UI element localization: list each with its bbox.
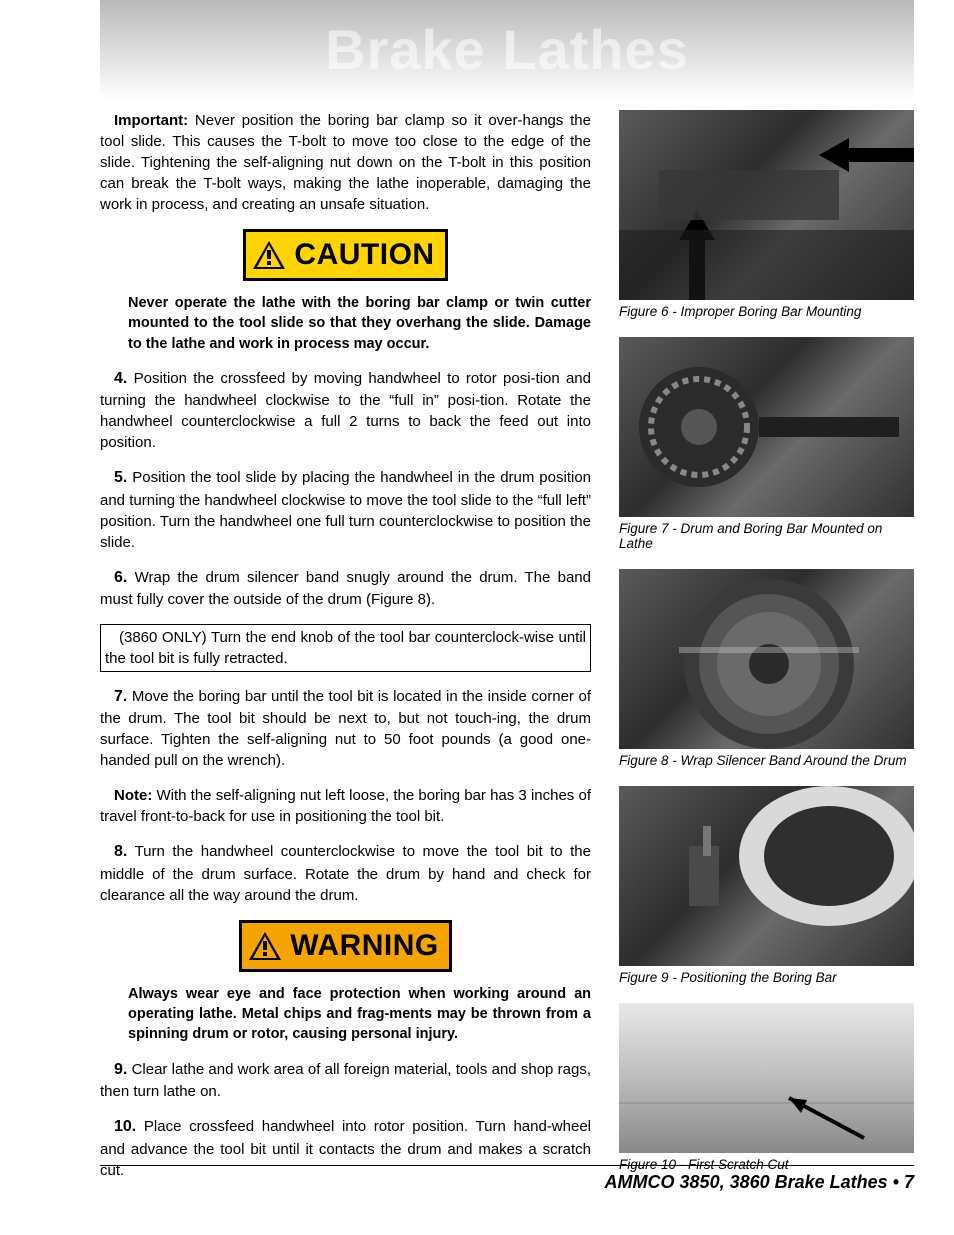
figure-6: Figure 6 - Improper Boring Bar Mounting xyxy=(619,110,914,319)
warning-label: WARNING xyxy=(290,925,439,967)
figure-8: Figure 8 - Wrap Silencer Band Around the… xyxy=(619,569,914,768)
step-6: 6. Wrap the drum silencer band snugly ar… xyxy=(100,567,591,610)
step-4-num: 4. xyxy=(114,370,127,387)
step-8-text: Turn the handwheel counterclockwise to m… xyxy=(100,843,591,903)
figure-column: Figure 6 - Improper Boring Bar Mounting … xyxy=(619,100,914,1195)
step-7: 7. Move the boring bar until the tool bi… xyxy=(100,686,591,771)
caution-sign-wrap: CAUTION xyxy=(100,229,591,281)
step-5-text: Position the tool slide by placing the h… xyxy=(100,469,591,550)
figure-6-image xyxy=(619,110,914,300)
step-7-text: Move the boring bar until the tool bit i… xyxy=(100,688,591,769)
figure-10: Figure 10 - First Scratch Cut xyxy=(619,1003,914,1172)
text-column: Important: Never position the boring bar… xyxy=(100,100,591,1195)
figure-7-overlay-icon xyxy=(619,337,914,517)
warning-triangle-icon xyxy=(252,240,286,270)
step-7-num: 7. xyxy=(114,688,127,705)
warning-sign: WARNING xyxy=(239,920,452,972)
caution-label: CAUTION xyxy=(294,234,434,276)
step-9: 9. Clear lathe and work area of all fore… xyxy=(100,1059,591,1102)
important-paragraph: Important: Never position the boring bar… xyxy=(100,110,591,215)
page: Brake Lathes Important: Never position t… xyxy=(0,0,954,1235)
step-4-text: Position the crossfeed by moving handwhe… xyxy=(100,370,591,451)
step-4: 4. Position the crossfeed by moving hand… xyxy=(100,368,591,453)
step-6-text: Wrap the drum silencer band snugly aroun… xyxy=(100,569,591,608)
caution-text: Never operate the lathe with the boring … xyxy=(128,293,591,354)
step-8-num: 8. xyxy=(114,843,127,860)
figure-7-caption: Figure 7 - Drum and Boring Bar Mounted o… xyxy=(619,521,914,551)
step-6-num: 6. xyxy=(114,569,127,586)
step-5: 5. Position the tool slide by placing th… xyxy=(100,467,591,552)
warning-text: Always wear eye and face protection when… xyxy=(128,984,591,1045)
note-lead: Note: xyxy=(114,787,152,804)
caution-sign: CAUTION xyxy=(243,229,447,281)
model-only-note: (3860 ONLY) Turn the end knob of the too… xyxy=(100,624,591,672)
step-9-num: 9. xyxy=(114,1061,127,1078)
figure-7: Figure 7 - Drum and Boring Bar Mounted o… xyxy=(619,337,914,551)
figure-6-arrows-icon xyxy=(619,110,914,300)
step-10-num: 10. xyxy=(114,1118,136,1135)
important-lead: Important: xyxy=(114,112,188,129)
figure-7-image xyxy=(619,337,914,517)
page-footer: AMMCO 3850, 3860 Brake Lathes • 7 xyxy=(100,1165,914,1193)
note-paragraph: Note: With the self-aligning nut left lo… xyxy=(100,785,591,827)
figure-10-arrow-icon xyxy=(619,1003,914,1153)
step-9-text: Clear lathe and work area of all foreign… xyxy=(100,1061,591,1100)
step-5-num: 5. xyxy=(114,469,127,486)
note-text: With the self-aligning nut left loose, t… xyxy=(100,787,591,825)
figure-9-image xyxy=(619,786,914,966)
content: Important: Never position the boring bar… xyxy=(0,100,954,1195)
figure-10-image xyxy=(619,1003,914,1153)
figure-9-caption: Figure 9 - Positioning the Boring Bar xyxy=(619,970,914,985)
figure-8-overlay-icon xyxy=(619,569,914,749)
page-header-band: Brake Lathes xyxy=(100,0,914,100)
figure-8-caption: Figure 8 - Wrap Silencer Band Around the… xyxy=(619,753,914,768)
footer-text: AMMCO 3850, 3860 Brake Lathes • 7 xyxy=(605,1172,914,1192)
only-lead: (3860 ONLY) xyxy=(119,629,207,646)
figure-6-caption: Figure 6 - Improper Boring Bar Mounting xyxy=(619,304,914,319)
warning-triangle-icon xyxy=(248,931,282,961)
figure-8-image xyxy=(619,569,914,749)
figure-9: Figure 9 - Positioning the Boring Bar xyxy=(619,786,914,985)
figure-9-overlay-icon xyxy=(619,786,914,966)
header-title: Brake Lathes xyxy=(100,0,914,100)
step-8: 8. Turn the handwheel counterclockwise t… xyxy=(100,841,591,905)
warning-sign-wrap: WARNING xyxy=(100,920,591,972)
